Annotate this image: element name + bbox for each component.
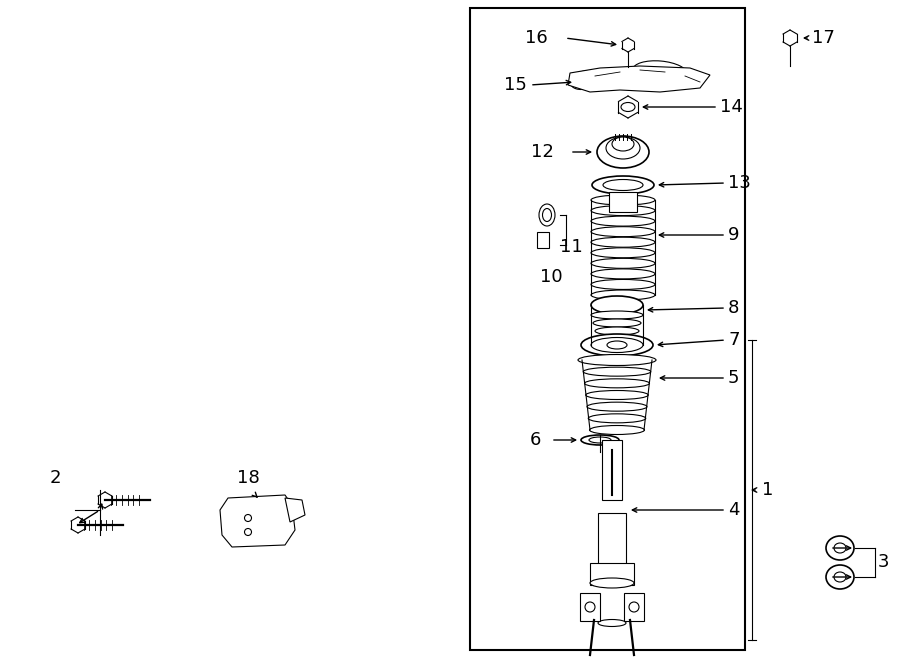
Ellipse shape xyxy=(607,341,627,349)
Bar xyxy=(580,593,600,621)
Ellipse shape xyxy=(591,311,643,319)
Text: 8: 8 xyxy=(728,299,740,317)
Ellipse shape xyxy=(595,327,639,335)
Text: 4: 4 xyxy=(728,501,740,519)
Ellipse shape xyxy=(245,529,251,535)
Text: 10: 10 xyxy=(540,268,562,286)
Ellipse shape xyxy=(543,208,552,221)
Ellipse shape xyxy=(591,296,643,314)
Polygon shape xyxy=(220,495,295,547)
Ellipse shape xyxy=(826,565,854,589)
Text: 2: 2 xyxy=(50,469,61,487)
Ellipse shape xyxy=(591,258,655,268)
Ellipse shape xyxy=(612,137,634,151)
Ellipse shape xyxy=(591,206,655,215)
Ellipse shape xyxy=(591,290,655,300)
Bar xyxy=(470,8,745,650)
Polygon shape xyxy=(285,498,305,522)
Ellipse shape xyxy=(577,75,593,85)
Ellipse shape xyxy=(599,558,625,566)
Ellipse shape xyxy=(591,248,655,258)
Ellipse shape xyxy=(599,554,625,562)
Ellipse shape xyxy=(590,426,644,434)
Text: 13: 13 xyxy=(728,174,751,192)
Ellipse shape xyxy=(591,227,655,237)
Ellipse shape xyxy=(589,414,646,423)
Text: 17: 17 xyxy=(812,29,835,47)
Ellipse shape xyxy=(591,195,655,205)
Ellipse shape xyxy=(597,136,649,168)
Ellipse shape xyxy=(591,280,655,290)
Ellipse shape xyxy=(606,137,640,159)
Ellipse shape xyxy=(592,176,654,194)
Ellipse shape xyxy=(597,335,637,343)
Text: 15: 15 xyxy=(504,76,526,94)
Text: 16: 16 xyxy=(525,29,548,47)
Text: 1: 1 xyxy=(762,481,773,499)
Ellipse shape xyxy=(581,435,619,445)
Text: 3: 3 xyxy=(878,553,889,571)
Ellipse shape xyxy=(621,102,635,112)
Ellipse shape xyxy=(587,402,647,411)
Ellipse shape xyxy=(590,578,634,588)
Ellipse shape xyxy=(593,319,641,327)
Ellipse shape xyxy=(584,379,650,388)
Ellipse shape xyxy=(245,514,251,522)
Ellipse shape xyxy=(586,391,648,399)
Ellipse shape xyxy=(834,543,846,553)
Bar xyxy=(609,192,637,212)
Text: 14: 14 xyxy=(720,98,742,116)
Ellipse shape xyxy=(826,536,854,560)
Text: 11: 11 xyxy=(560,238,583,256)
Ellipse shape xyxy=(539,204,555,226)
Ellipse shape xyxy=(629,602,639,612)
Text: 6: 6 xyxy=(530,431,542,449)
Text: 5: 5 xyxy=(728,369,740,387)
Ellipse shape xyxy=(633,61,688,83)
Ellipse shape xyxy=(591,237,655,247)
Ellipse shape xyxy=(583,367,651,376)
Ellipse shape xyxy=(598,564,626,572)
Ellipse shape xyxy=(834,572,846,582)
Ellipse shape xyxy=(591,338,643,352)
Ellipse shape xyxy=(589,437,611,443)
Ellipse shape xyxy=(591,216,655,226)
Bar xyxy=(590,563,634,585)
Ellipse shape xyxy=(585,602,595,612)
Ellipse shape xyxy=(582,356,652,364)
Ellipse shape xyxy=(578,354,656,366)
Bar xyxy=(602,440,622,500)
Text: 18: 18 xyxy=(237,469,259,487)
Polygon shape xyxy=(568,66,710,92)
Text: 12: 12 xyxy=(531,143,554,161)
Bar xyxy=(598,513,626,568)
Text: 9: 9 xyxy=(728,226,740,244)
Bar xyxy=(537,232,549,248)
Ellipse shape xyxy=(591,269,655,279)
Ellipse shape xyxy=(603,180,643,190)
Ellipse shape xyxy=(598,619,626,627)
Bar xyxy=(624,593,644,621)
Ellipse shape xyxy=(571,71,599,89)
Text: 7: 7 xyxy=(728,331,740,349)
Ellipse shape xyxy=(581,334,653,356)
